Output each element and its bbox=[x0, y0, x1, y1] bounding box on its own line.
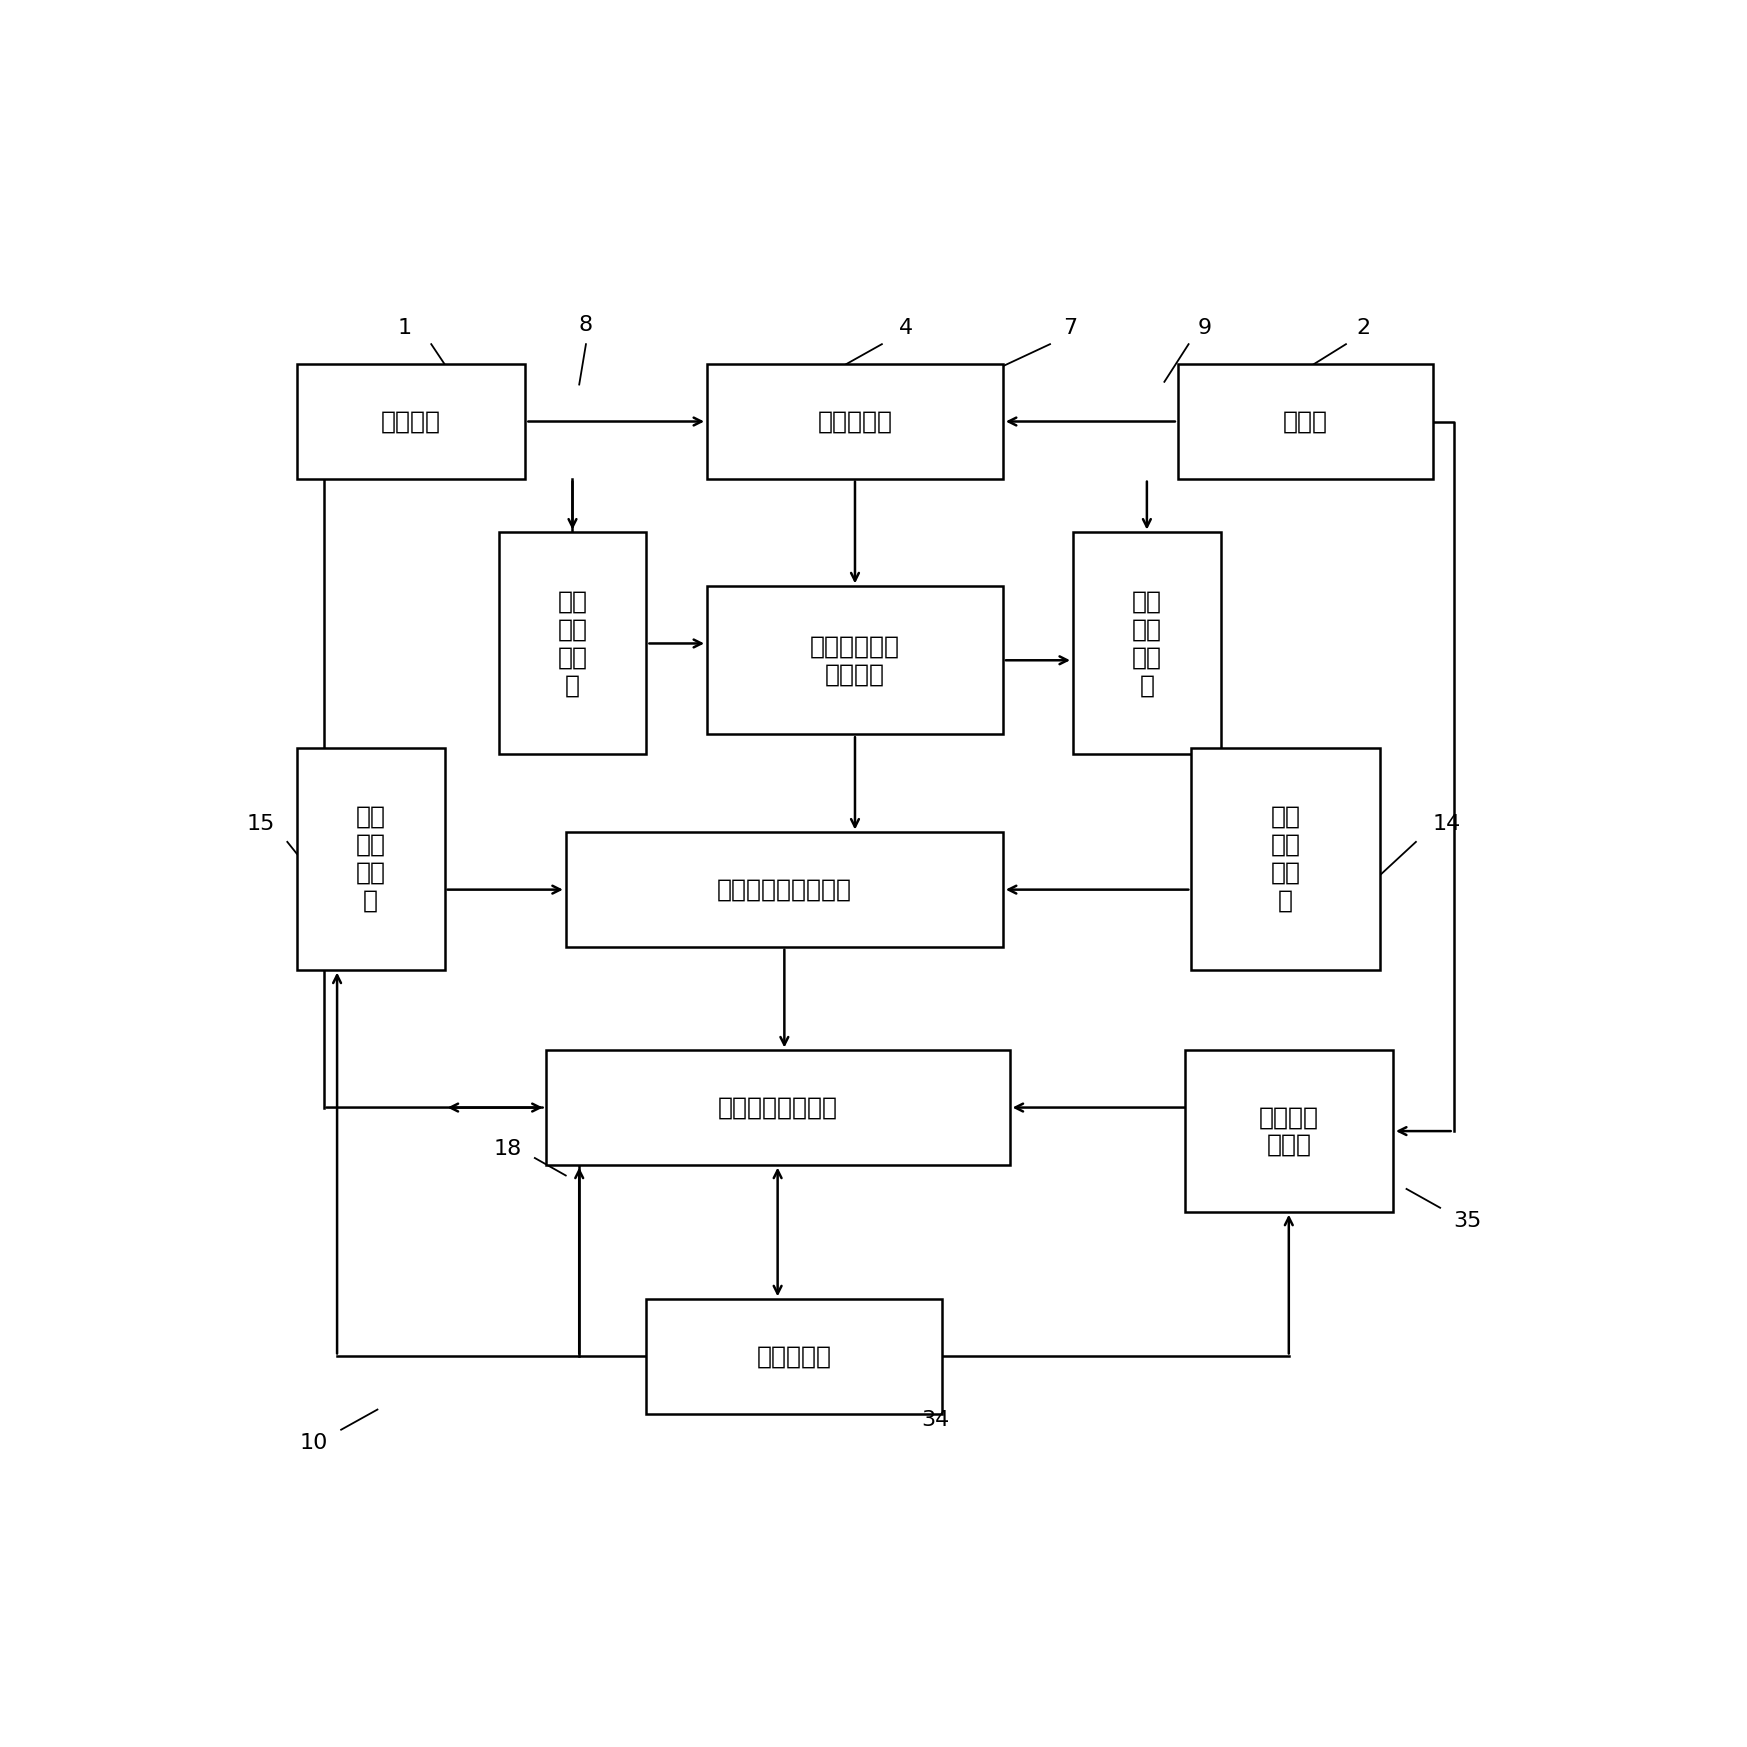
Text: 34: 34 bbox=[922, 1410, 950, 1431]
FancyBboxPatch shape bbox=[708, 365, 1003, 479]
Text: 15: 15 bbox=[246, 814, 274, 835]
Text: 四通道试样检测平台: 四通道试样检测平台 bbox=[716, 877, 853, 901]
Text: 35: 35 bbox=[1454, 1211, 1481, 1232]
FancyBboxPatch shape bbox=[498, 533, 646, 755]
Text: 1: 1 bbox=[397, 318, 411, 337]
FancyBboxPatch shape bbox=[297, 365, 526, 479]
Text: 红紫光滤光片
切换装置: 红紫光滤光片 切换装置 bbox=[811, 634, 900, 687]
Text: 信号放大与控制器: 信号放大与控制器 bbox=[718, 1095, 837, 1120]
Text: 8: 8 bbox=[578, 314, 592, 335]
Text: 14: 14 bbox=[1433, 814, 1460, 835]
Text: 18: 18 bbox=[494, 1139, 522, 1158]
FancyBboxPatch shape bbox=[566, 833, 1003, 947]
FancyBboxPatch shape bbox=[1177, 365, 1433, 479]
Text: 数据存储
打印机: 数据存储 打印机 bbox=[1260, 1106, 1319, 1157]
Text: 2: 2 bbox=[1356, 318, 1371, 337]
FancyBboxPatch shape bbox=[545, 1050, 1010, 1165]
FancyBboxPatch shape bbox=[1191, 748, 1380, 970]
Text: 四通道光源: 四通道光源 bbox=[818, 409, 893, 433]
FancyBboxPatch shape bbox=[646, 1300, 942, 1413]
Text: 变压器: 变压器 bbox=[1282, 409, 1328, 433]
Text: 红紫
光切
换电
机: 红紫 光切 换电 机 bbox=[557, 590, 587, 697]
FancyBboxPatch shape bbox=[297, 748, 445, 970]
Text: 10: 10 bbox=[300, 1433, 328, 1454]
Text: 红紫
光切
换开
关: 红紫 光切 换开 关 bbox=[1132, 590, 1162, 697]
FancyBboxPatch shape bbox=[1073, 533, 1221, 755]
FancyBboxPatch shape bbox=[1184, 1050, 1392, 1212]
Text: 试样
磁搅
拌电
机: 试样 磁搅 拌电 机 bbox=[356, 805, 386, 912]
Text: 7: 7 bbox=[1064, 318, 1078, 337]
Text: 4: 4 bbox=[900, 318, 914, 337]
Text: 稳压电源: 稳压电源 bbox=[381, 409, 440, 433]
Text: 控制计算机: 控制计算机 bbox=[756, 1345, 832, 1368]
Text: 9: 9 bbox=[1198, 318, 1212, 337]
FancyBboxPatch shape bbox=[708, 587, 1003, 734]
Text: 预温
恒温
控制
器: 预温 恒温 控制 器 bbox=[1270, 805, 1300, 912]
